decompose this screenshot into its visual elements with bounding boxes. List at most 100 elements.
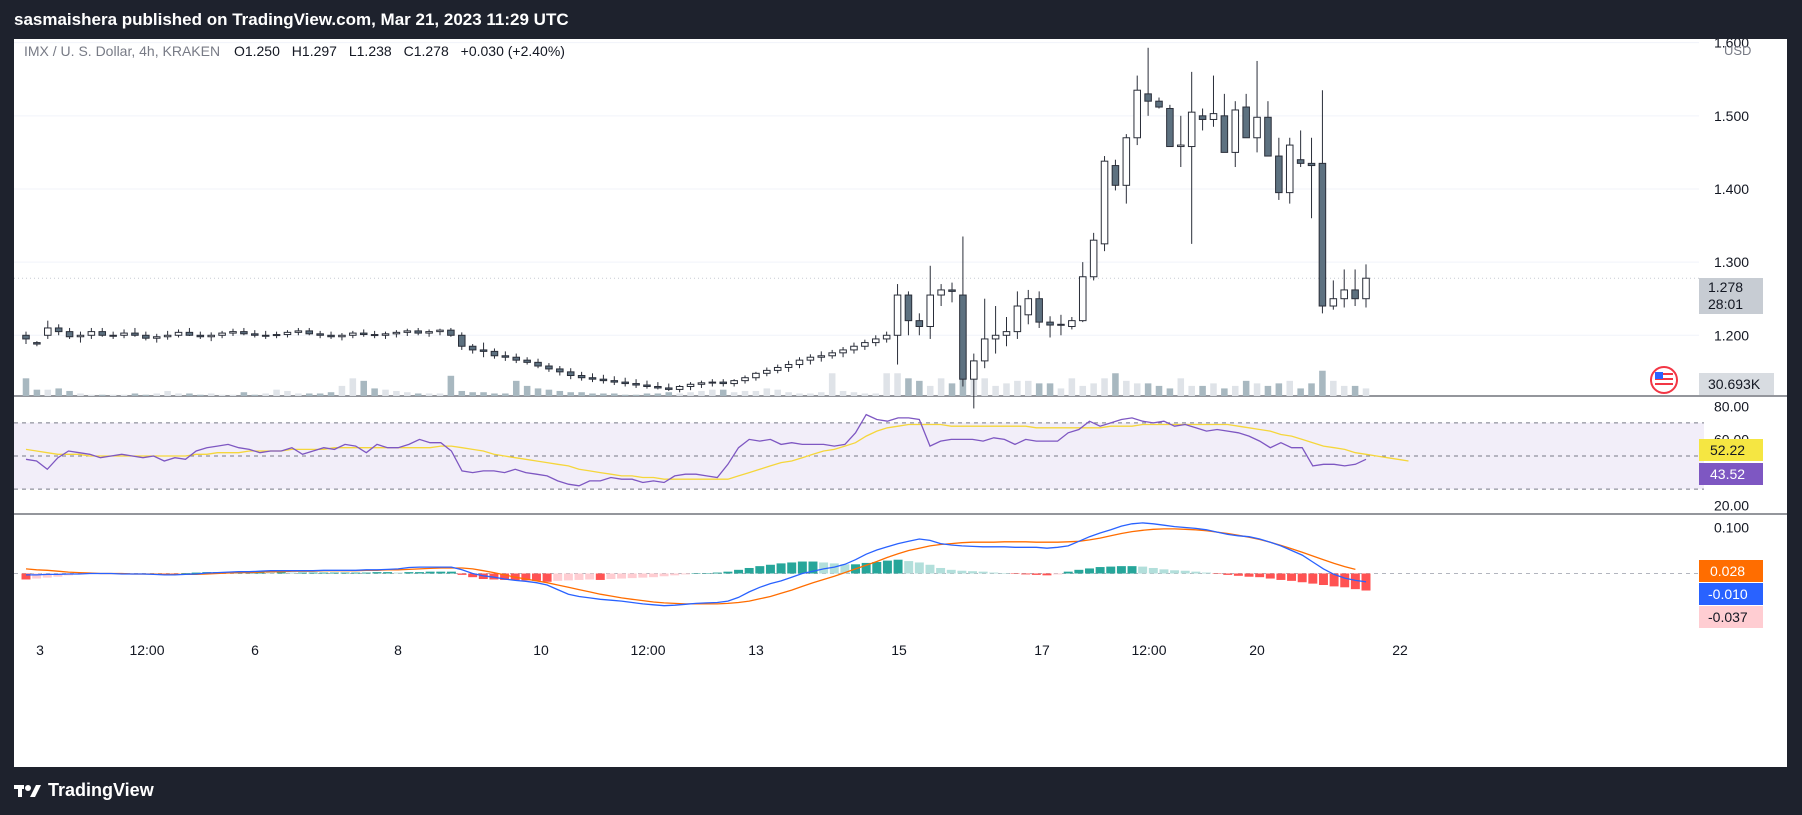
volume-bar [142,394,150,396]
macd-histogram-bar [1350,573,1360,590]
volume-bar [98,394,106,396]
x-tick: 15 [891,642,907,658]
candle-body [828,352,836,357]
candle-body [773,366,782,371]
volume-bar [1144,383,1152,396]
candle-body [370,334,379,337]
candle-body [1089,239,1098,278]
macd-histogram-bar [978,571,988,574]
us-flag-icon[interactable] [1650,366,1678,394]
macd-histogram-bar [936,567,946,574]
macd-histogram-bar [680,573,690,575]
macd-histogram-bar [446,571,456,574]
volume-bar [55,388,62,396]
candle-body [948,289,956,292]
volume-bar [360,380,367,396]
volume-bar [807,393,814,396]
macd-histogram-bar [1233,573,1243,576]
macd-histogram-bar [808,561,818,574]
chart-svg[interactable]: 1.6001.5001.4001.3001.20080.0060.0020.00… [14,35,1787,767]
legend-high-label: H [292,43,302,59]
candle-body [610,380,619,383]
macd-histogram-bar [500,573,510,580]
candle-body [752,372,760,379]
macd-histogram-bar [1159,569,1169,574]
candle-body [316,333,324,336]
candle-body [152,336,161,339]
candle-body [893,294,902,336]
volume-bar [1221,388,1228,396]
candle-body [240,331,248,335]
macd-histogram-bar [1265,573,1275,579]
macd-histogram-bar [638,573,648,578]
macd-badge [1699,560,1763,582]
volume-bar [1232,385,1239,396]
volume-bar [1253,383,1261,396]
chart-area[interactable]: 1.6001.5001.4001.3001.20080.0060.0020.00… [14,35,1787,767]
macd-value: 0.028 [1710,563,1745,579]
macd-histogram-bar [1148,567,1158,574]
volume-bar [632,394,640,396]
macd-histogram-bar [42,573,52,578]
candle-body [305,330,314,335]
macd-histogram-bar [946,569,956,574]
macd-histogram-bar [787,562,797,574]
axis-layer: 1.6001.5001.4001.3001.20080.0060.0020.00… [36,35,1749,658]
volume-bar [545,389,553,396]
macd-histogram-bar [372,572,382,574]
volume-bar [534,388,542,396]
volume-bar [327,392,335,396]
candle-body [577,375,586,379]
macd-histogram-bar [1180,570,1190,574]
macd-histogram-bar [1095,567,1105,574]
footer-brand[interactable]: TradingView [14,780,154,801]
volume-bar [393,390,400,396]
volume-bar [992,385,999,396]
macd-histogram-bar [904,561,914,574]
volume-bar [175,393,182,396]
volume-bar [1177,378,1185,396]
volume-bar [131,393,139,396]
macd-histogram-bar [1191,571,1201,574]
macd-histogram-bar [914,562,924,574]
volume-bar [1308,383,1315,396]
macd-histogram-bar [361,572,371,574]
volume-bar [491,393,498,396]
candle-body [251,333,259,336]
candle-body [763,369,771,374]
macd-histogram-bar [797,561,807,574]
legend-line: IMX / U. S. Dollar, 4h, KRAKEN O1.250 H1… [24,43,565,59]
candle-body [850,345,858,351]
macd-histogram-bar [308,572,318,574]
volume-bar [349,378,357,396]
volume-bar [512,380,520,396]
volume-bar [981,378,988,396]
candle-body [468,345,477,351]
volume-bar [916,380,923,396]
candle-body [871,338,880,344]
volume-bar [763,388,771,396]
countdown: 28:01 [1708,296,1743,312]
candle-body [817,355,826,358]
macd-histogram-bar [531,573,541,581]
volume-bar [676,393,683,396]
candle-body [926,294,934,328]
macd-tick: 0.100 [1714,520,1749,536]
macd-histogram-bar [287,572,297,574]
volume-bar [752,390,760,396]
macd-histogram-bar [1170,570,1180,574]
candle-body [54,327,63,333]
rsi-tick: 20.00 [1714,498,1749,514]
macd-histogram-bar [872,562,882,574]
volume-bar [1101,378,1108,396]
macd-histogram-bar [1116,566,1126,574]
volume-bar [589,393,596,396]
candle-body [1111,165,1120,186]
volume-bar [240,392,248,396]
macd-histogram-bar [319,572,329,574]
macd-histogram-bar [1010,573,1020,574]
volume-bar [665,392,673,396]
candle-body [686,383,695,387]
candle-body [839,349,847,354]
last-price-badge [1699,278,1763,314]
